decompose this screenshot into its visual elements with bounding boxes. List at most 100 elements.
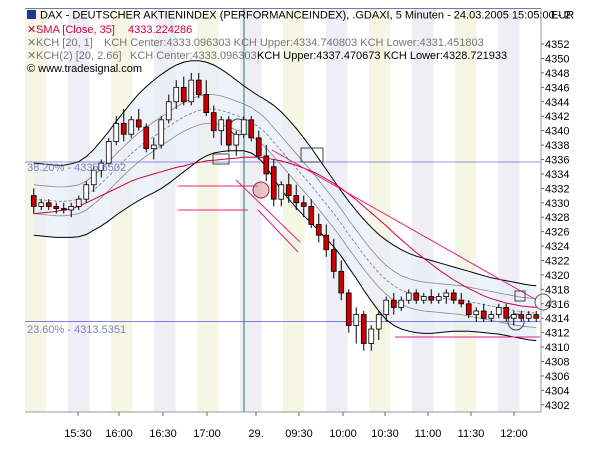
candle[interactable] bbox=[105, 137, 112, 167]
marker-circle-3[interactable] bbox=[507, 313, 525, 331]
candle[interactable] bbox=[30, 188, 37, 214]
candle-body bbox=[428, 296, 435, 301]
candle[interactable] bbox=[98, 159, 105, 178]
candle[interactable] bbox=[353, 307, 360, 344]
candle[interactable] bbox=[255, 130, 262, 160]
candle[interactable] bbox=[510, 311, 517, 326]
candle[interactable] bbox=[158, 116, 165, 149]
candle-body bbox=[233, 133, 240, 146]
candle[interactable] bbox=[165, 94, 172, 124]
candle-body bbox=[45, 202, 52, 207]
candle[interactable] bbox=[240, 116, 247, 138]
candle[interactable] bbox=[300, 195, 307, 218]
background-stripe bbox=[369, 8, 391, 412]
candle[interactable] bbox=[443, 289, 450, 304]
candle[interactable] bbox=[398, 296, 405, 311]
kch1-legend-icon[interactable]: ✕ bbox=[27, 37, 36, 49]
candle[interactable] bbox=[173, 80, 180, 109]
candle-body bbox=[450, 292, 457, 301]
candle-body bbox=[203, 94, 210, 114]
candle-body bbox=[285, 184, 292, 196]
marker-circle-2[interactable] bbox=[252, 181, 270, 199]
candle[interactable] bbox=[323, 224, 330, 257]
candle[interactable] bbox=[150, 137, 157, 160]
marker-circle-4[interactable] bbox=[534, 293, 552, 311]
candle[interactable] bbox=[390, 292, 397, 315]
candle[interactable] bbox=[83, 181, 90, 203]
candle[interactable] bbox=[113, 116, 120, 146]
candle[interactable] bbox=[428, 289, 435, 304]
candle[interactable] bbox=[435, 292, 442, 304]
candle[interactable] bbox=[203, 80, 210, 117]
candle[interactable] bbox=[143, 123, 150, 153]
candle[interactable] bbox=[338, 260, 345, 301]
x-tick-label: 12:00 bbox=[500, 428, 528, 440]
candle[interactable] bbox=[263, 145, 270, 182]
trendline-diag-2[interactable] bbox=[257, 209, 299, 253]
candle[interactable] bbox=[285, 173, 292, 203]
sma-legend-icon[interactable]: ✕ bbox=[27, 24, 36, 36]
candle[interactable] bbox=[375, 311, 382, 340]
candle[interactable] bbox=[248, 116, 255, 142]
candle[interactable] bbox=[533, 311, 540, 322]
candle[interactable] bbox=[503, 303, 510, 322]
candle[interactable] bbox=[495, 303, 502, 319]
background-stripe bbox=[390, 8, 412, 412]
candle[interactable] bbox=[450, 289, 457, 304]
candle-body bbox=[135, 119, 142, 128]
candle[interactable] bbox=[488, 311, 495, 322]
candle[interactable] bbox=[345, 289, 352, 333]
candle[interactable] bbox=[120, 109, 127, 142]
candle-body bbox=[375, 314, 382, 330]
candle[interactable] bbox=[53, 202, 60, 214]
candle[interactable] bbox=[225, 116, 232, 153]
kch2-legend-icon[interactable]: ✕ bbox=[27, 50, 36, 62]
candle[interactable] bbox=[458, 292, 465, 308]
candle[interactable] bbox=[188, 72, 195, 106]
candle[interactable] bbox=[75, 195, 82, 210]
candle-body bbox=[353, 314, 360, 326]
candle[interactable] bbox=[45, 199, 52, 210]
candle[interactable] bbox=[38, 199, 45, 210]
candle[interactable] bbox=[195, 72, 202, 99]
candle[interactable] bbox=[270, 159, 277, 207]
marker-box-2[interactable] bbox=[212, 153, 230, 165]
trendline-diag-3[interactable] bbox=[271, 149, 541, 303]
candle[interactable] bbox=[210, 105, 217, 138]
candle[interactable] bbox=[68, 202, 75, 218]
candle[interactable] bbox=[480, 303, 487, 322]
candle-body bbox=[300, 202, 307, 207]
candle[interactable] bbox=[420, 292, 427, 304]
candle[interactable] bbox=[233, 130, 240, 156]
candle[interactable] bbox=[383, 296, 390, 322]
candle[interactable] bbox=[465, 300, 472, 319]
candle[interactable] bbox=[278, 181, 285, 207]
candle-body bbox=[383, 299, 390, 316]
candle[interactable] bbox=[525, 311, 532, 322]
candle[interactable] bbox=[293, 184, 300, 210]
marker-box-3[interactable] bbox=[514, 290, 526, 302]
candle[interactable] bbox=[368, 325, 375, 351]
candle[interactable] bbox=[128, 116, 135, 138]
y-tick-label: 4302 bbox=[545, 400, 569, 412]
candle[interactable] bbox=[218, 116, 225, 146]
candle[interactable] bbox=[360, 311, 367, 351]
y-tick-label: 4348 bbox=[545, 68, 569, 80]
candle-body bbox=[293, 195, 300, 204]
candle[interactable] bbox=[330, 238, 337, 279]
y-tick-label: 4334 bbox=[545, 169, 569, 181]
candle[interactable] bbox=[315, 213, 322, 243]
candle[interactable] bbox=[308, 199, 315, 229]
candle-body bbox=[518, 314, 525, 319]
candle[interactable] bbox=[473, 307, 480, 322]
candle[interactable] bbox=[405, 289, 412, 304]
candle[interactable] bbox=[180, 76, 187, 106]
trendline-diag-1[interactable] bbox=[235, 179, 301, 243]
candle[interactable] bbox=[135, 109, 142, 131]
candle[interactable] bbox=[60, 202, 67, 214]
candle[interactable] bbox=[90, 166, 97, 192]
marker-box-1[interactable] bbox=[300, 147, 324, 163]
candle[interactable] bbox=[518, 311, 525, 322]
candle[interactable] bbox=[413, 289, 420, 304]
